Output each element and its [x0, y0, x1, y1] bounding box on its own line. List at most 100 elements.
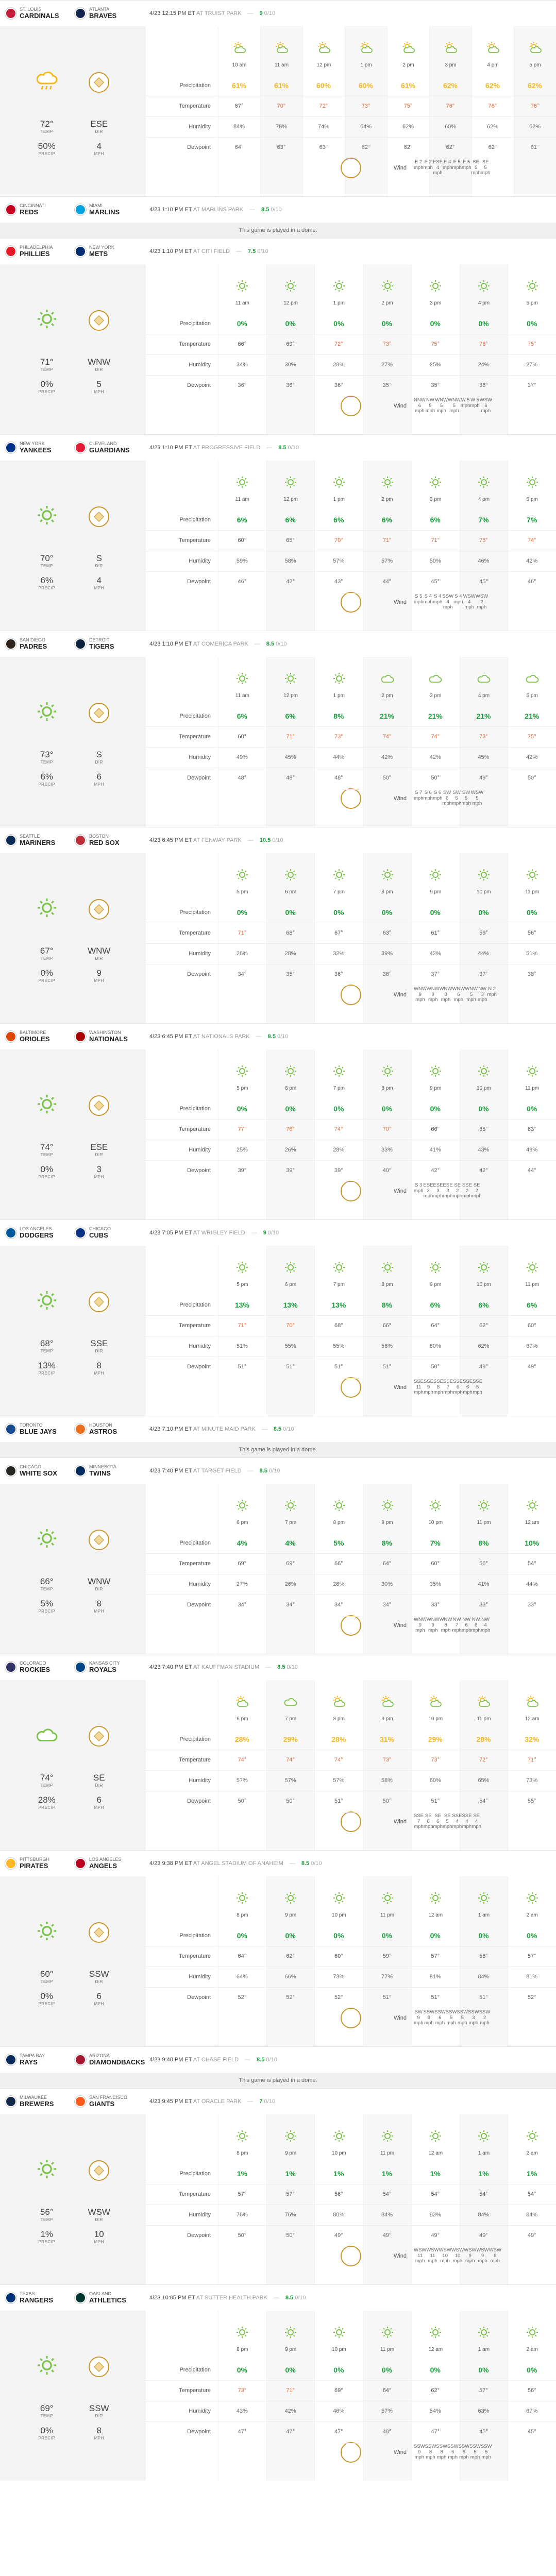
away-team[interactable]: Baltimore Orioles: [5, 1030, 75, 1043]
wind-value: W 5 mph: [470, 397, 480, 409]
summary-dir: S: [96, 750, 102, 760]
venue[interactable]: AT MINUTE MAID PARK: [193, 1426, 256, 1432]
hour-label: 2 am: [526, 2150, 538, 2156]
away-team[interactable]: Toronto Blue Jays: [5, 1422, 75, 1435]
venue[interactable]: AT COMERICA PARK: [193, 641, 248, 647]
temperature-row: Temperature 64° 62° 60° 59° 57° 56° 57°: [146, 1946, 556, 1967]
hour-label: 10 pm: [428, 1520, 443, 1526]
away-team[interactable]: St. Louis Cardinals: [5, 7, 75, 20]
humidity-value: 65%: [478, 1777, 490, 1784]
venue[interactable]: AT KAUFFMAN STADIUM: [193, 1664, 260, 1670]
dewpoint-row: Dewpoint 36° 36° 36° 35° 35° 36° 37°: [146, 375, 556, 396]
humidity-value: 57%: [284, 1777, 296, 1784]
sun-icon: [430, 477, 442, 488]
hour-label: 7 pm: [284, 1716, 297, 1722]
sun-icon: [285, 673, 297, 684]
away-team[interactable]: Texas Rangers: [5, 2291, 75, 2304]
hour-label: 1 pm: [333, 497, 345, 502]
home-team[interactable]: Detroit Tigers: [75, 637, 144, 650]
temp-value: 66°: [382, 1323, 392, 1329]
temp-value: 63°: [382, 930, 392, 936]
home-team[interactable]: Washington Nationals: [75, 1030, 144, 1043]
venue[interactable]: AT SUTTER HEALTH PARK: [196, 2295, 267, 2301]
home-team[interactable]: Minnesota Twins: [75, 1464, 144, 1477]
summary-temp: 69°: [40, 2403, 54, 2414]
away-team[interactable]: San Diego Padres: [5, 637, 75, 650]
home-team-city: Washington: [89, 1029, 121, 1035]
home-team[interactable]: Oakland Athletics: [75, 2291, 144, 2304]
venue[interactable]: AT WRIGLEY FIELD: [193, 1230, 245, 1236]
away-team[interactable]: Tampa Bay Rays: [5, 2053, 75, 2066]
venue[interactable]: AT TRUIST PARK: [196, 10, 242, 16]
home-team[interactable]: Arizona Diamondbacks: [75, 2053, 145, 2066]
hour-label: 10 pm: [477, 889, 491, 895]
away-team[interactable]: Colorado Rockies: [5, 1660, 75, 1673]
away-team[interactable]: Pittsburgh Pirates: [5, 1857, 75, 1870]
dewpoint-value: 36°: [479, 382, 488, 388]
venue[interactable]: AT PROGRESSIVE FIELD: [193, 445, 261, 451]
venue[interactable]: AT CHASE FIELD: [193, 2057, 239, 2063]
home-team[interactable]: Cleveland Guardians: [75, 440, 144, 454]
dewpoint-value: 38°: [382, 971, 392, 977]
game-card: Chicago White Sox Minnesota Twins 4/23 7:40 …: [0, 1458, 556, 1654]
humidity-value: 62%: [486, 124, 499, 130]
home-team[interactable]: Los Angeles Angels: [75, 1857, 144, 1870]
hour-label: 12 am: [525, 1716, 540, 1722]
summary-temp-label: TEMP: [40, 564, 53, 569]
wind-value: SE 5 mph: [471, 159, 481, 176]
partly-cloudy-icon: [381, 1696, 394, 1707]
weather-score: 8.5: [266, 641, 275, 647]
game-header: Cincinnati Reds Miami Marlins 4/23 1:10 PM E…: [0, 197, 556, 223]
dewpoint-row-label: Dewpoint: [187, 1994, 211, 2001]
precip-value: 0%: [527, 319, 537, 328]
away-team[interactable]: New York Yankees: [5, 441, 75, 454]
away-team[interactable]: Chicago White Sox: [5, 1464, 75, 1477]
hour-column: 8 pm: [363, 1049, 411, 1219]
home-team[interactable]: Miami Marlins: [75, 203, 144, 216]
venue[interactable]: AT TARGET FIELD: [193, 1468, 242, 1474]
venue[interactable]: AT CITI FIELD: [193, 248, 230, 255]
hour-label: 5 pm: [526, 693, 538, 699]
humidity-value: 57%: [333, 1777, 345, 1784]
temp-value: 70°: [334, 537, 343, 544]
hour-label: 10 pm: [331, 2347, 346, 2352]
away-team[interactable]: Los Angeles Dodgers: [5, 1226, 75, 1239]
away-team[interactable]: Milwaukee Brewers: [5, 2095, 75, 2108]
partly-cloudy-icon: [233, 42, 246, 53]
home-team[interactable]: Kansas City Royals: [75, 1660, 144, 1673]
sun-icon: [478, 1262, 490, 1273]
home-team[interactable]: San Francisco Giants: [75, 2095, 144, 2108]
home-team-city: Cleveland: [89, 440, 117, 446]
home-team[interactable]: Chicago Cubs: [75, 1226, 144, 1239]
hour-column: 11 am: [218, 461, 266, 631]
venue[interactable]: AT ANGEL STADIUM OF ANAHEIM: [193, 1860, 283, 1867]
precip-value: 62%: [485, 81, 500, 90]
hour-label: 5 pm: [529, 62, 541, 68]
wind-value: SSE 6 mph: [463, 1378, 473, 1396]
weather-score: 8.5: [259, 1468, 267, 1474]
away-team[interactable]: Seattle Mariners: [5, 834, 75, 846]
sun-icon: [478, 2130, 490, 2142]
away-team[interactable]: Philadelphia Phillies: [5, 245, 75, 258]
home-team[interactable]: Boston Red Sox: [75, 834, 144, 846]
summary-precip-label: PRECIP: [38, 1175, 56, 1180]
game-time-venue: 4/23 7:40 PM ET AT TARGET FIELD —8.5 0/10: [149, 1468, 280, 1474]
weather-score: 7: [259, 2098, 263, 2105]
home-team[interactable]: New York Mets: [75, 245, 144, 258]
away-team-city: Seattle: [20, 833, 40, 839]
venue[interactable]: AT NATIONALS PARK: [193, 1033, 250, 1040]
hour-column: 5 pm: [514, 26, 556, 196]
humidity-row-label: Humidity: [189, 558, 211, 564]
venue[interactable]: AT MARLINS PARK: [193, 207, 244, 213]
humidity-row: Humidity 43% 42% 46% 57% 54% 63% 67%: [146, 2401, 556, 2421]
hourly-forecast: 5 pm 6 pm 7 pm 8 pm 9 pm 10 pm 11 pm Precipitat…: [146, 853, 556, 1023]
sun-icon: [478, 2327, 490, 2338]
hour-column: 9 pm: [411, 1246, 460, 1416]
home-team[interactable]: Houston Astros: [75, 1422, 144, 1435]
venue[interactable]: AT FENWAY PARK: [193, 837, 242, 843]
away-team[interactable]: Cincinnati Reds: [5, 203, 75, 216]
home-team[interactable]: Atlanta Braves: [75, 7, 144, 20]
venue[interactable]: AT ORACLE PARK: [193, 2098, 242, 2105]
away-team-name: Yankees: [20, 446, 52, 454]
temp-value: 69°: [334, 2387, 343, 2394]
